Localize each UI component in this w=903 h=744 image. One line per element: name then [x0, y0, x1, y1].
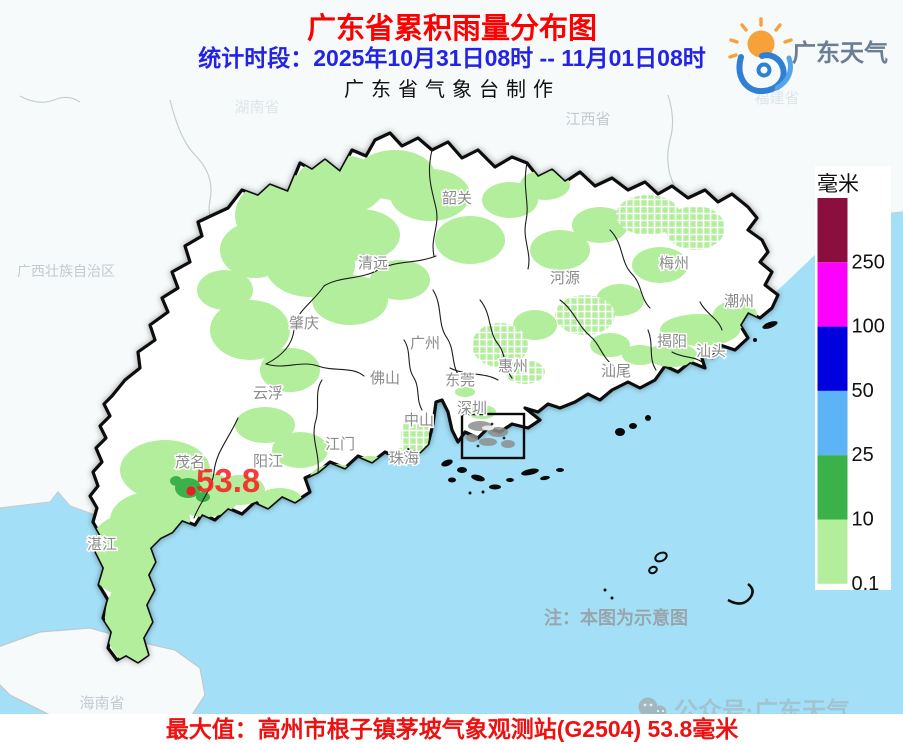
producer: 广东省气象台制作: [344, 78, 560, 101]
city-label: 珠海: [389, 450, 419, 467]
page-title: 广东省累积雨量分布图: [307, 11, 597, 45]
legend-value: 50: [852, 380, 874, 402]
city-label: 东莞: [445, 372, 475, 389]
legend-value: 0.1: [852, 573, 880, 595]
city-label: 肇庆: [289, 315, 319, 332]
city-label: 深圳: [457, 400, 487, 417]
logo-text: 广东天气: [792, 39, 888, 67]
legend-swatch: [818, 262, 848, 326]
legend-swatch: [818, 520, 848, 584]
city-label: 中山: [404, 412, 434, 429]
rainfall-legend: 毫米 250 100 50 25 10 0.1: [815, 166, 891, 595]
city-label: 清远: [358, 255, 388, 272]
station-dot: [186, 486, 195, 495]
city-label: 云浮: [253, 385, 283, 402]
city-label: 梅州: [659, 255, 689, 272]
province-label: 广西壮族自治区: [17, 263, 115, 279]
city-label: 茂名: [175, 454, 205, 471]
city-label: 阳江: [253, 453, 283, 470]
legend-value: 25: [852, 444, 874, 466]
legend-value: 100: [852, 316, 885, 338]
city-label: 佛山: [370, 370, 400, 387]
city-label: 广州: [410, 335, 440, 352]
city-label: 河源: [550, 270, 580, 287]
map-note: 注：本图为示意图: [544, 607, 688, 628]
max-value-caption: 最大值：高州市根子镇茅坡气象观测站(G2504) 53.8毫米: [166, 716, 740, 742]
city-label: 江门: [325, 436, 355, 453]
footer: 最大值：高州市根子镇茅坡气象观测站(G2504) 53.8毫米: [0, 714, 903, 744]
legend-swatch: [818, 391, 848, 455]
legend-swatch: [818, 198, 848, 262]
city-label: 汕头: [696, 343, 726, 360]
city-label: 湛江: [87, 536, 117, 553]
city-label: 惠州: [498, 358, 528, 375]
rainfall-map-page: 53.8 韶关清远河源 梅州潮州揭阳汕头汕尾 惠州 广州 肇庆佛山 东莞深圳中山珠海 江门 云…: [0, 0, 903, 744]
province-label: 湖南省: [234, 99, 279, 116]
legend-title: 毫米: [817, 173, 859, 196]
legend-value: 10: [852, 509, 874, 531]
city-label: 揭阳: [657, 333, 687, 350]
city-label: 潮州: [724, 293, 754, 310]
map-canvas: 53.8 韶关清远河源 梅州潮州揭阳汕头汕尾 惠州 广州 肇庆佛山 东莞深圳中山珠海 江门 云…: [0, 0, 903, 744]
province-label: 江西省: [565, 111, 610, 128]
province-label: 海南省: [79, 695, 124, 712]
time-range: 统计时段：2025年10月31日08时 -- 11月01日08时: [198, 45, 706, 71]
city-label: 韶关: [442, 190, 472, 207]
legend-swatch: [818, 327, 848, 391]
legend-value: 250: [852, 251, 885, 273]
city-label: 汕尾: [601, 363, 631, 380]
legend-swatch: [818, 455, 848, 519]
max-value-text: 53.8: [196, 462, 260, 499]
